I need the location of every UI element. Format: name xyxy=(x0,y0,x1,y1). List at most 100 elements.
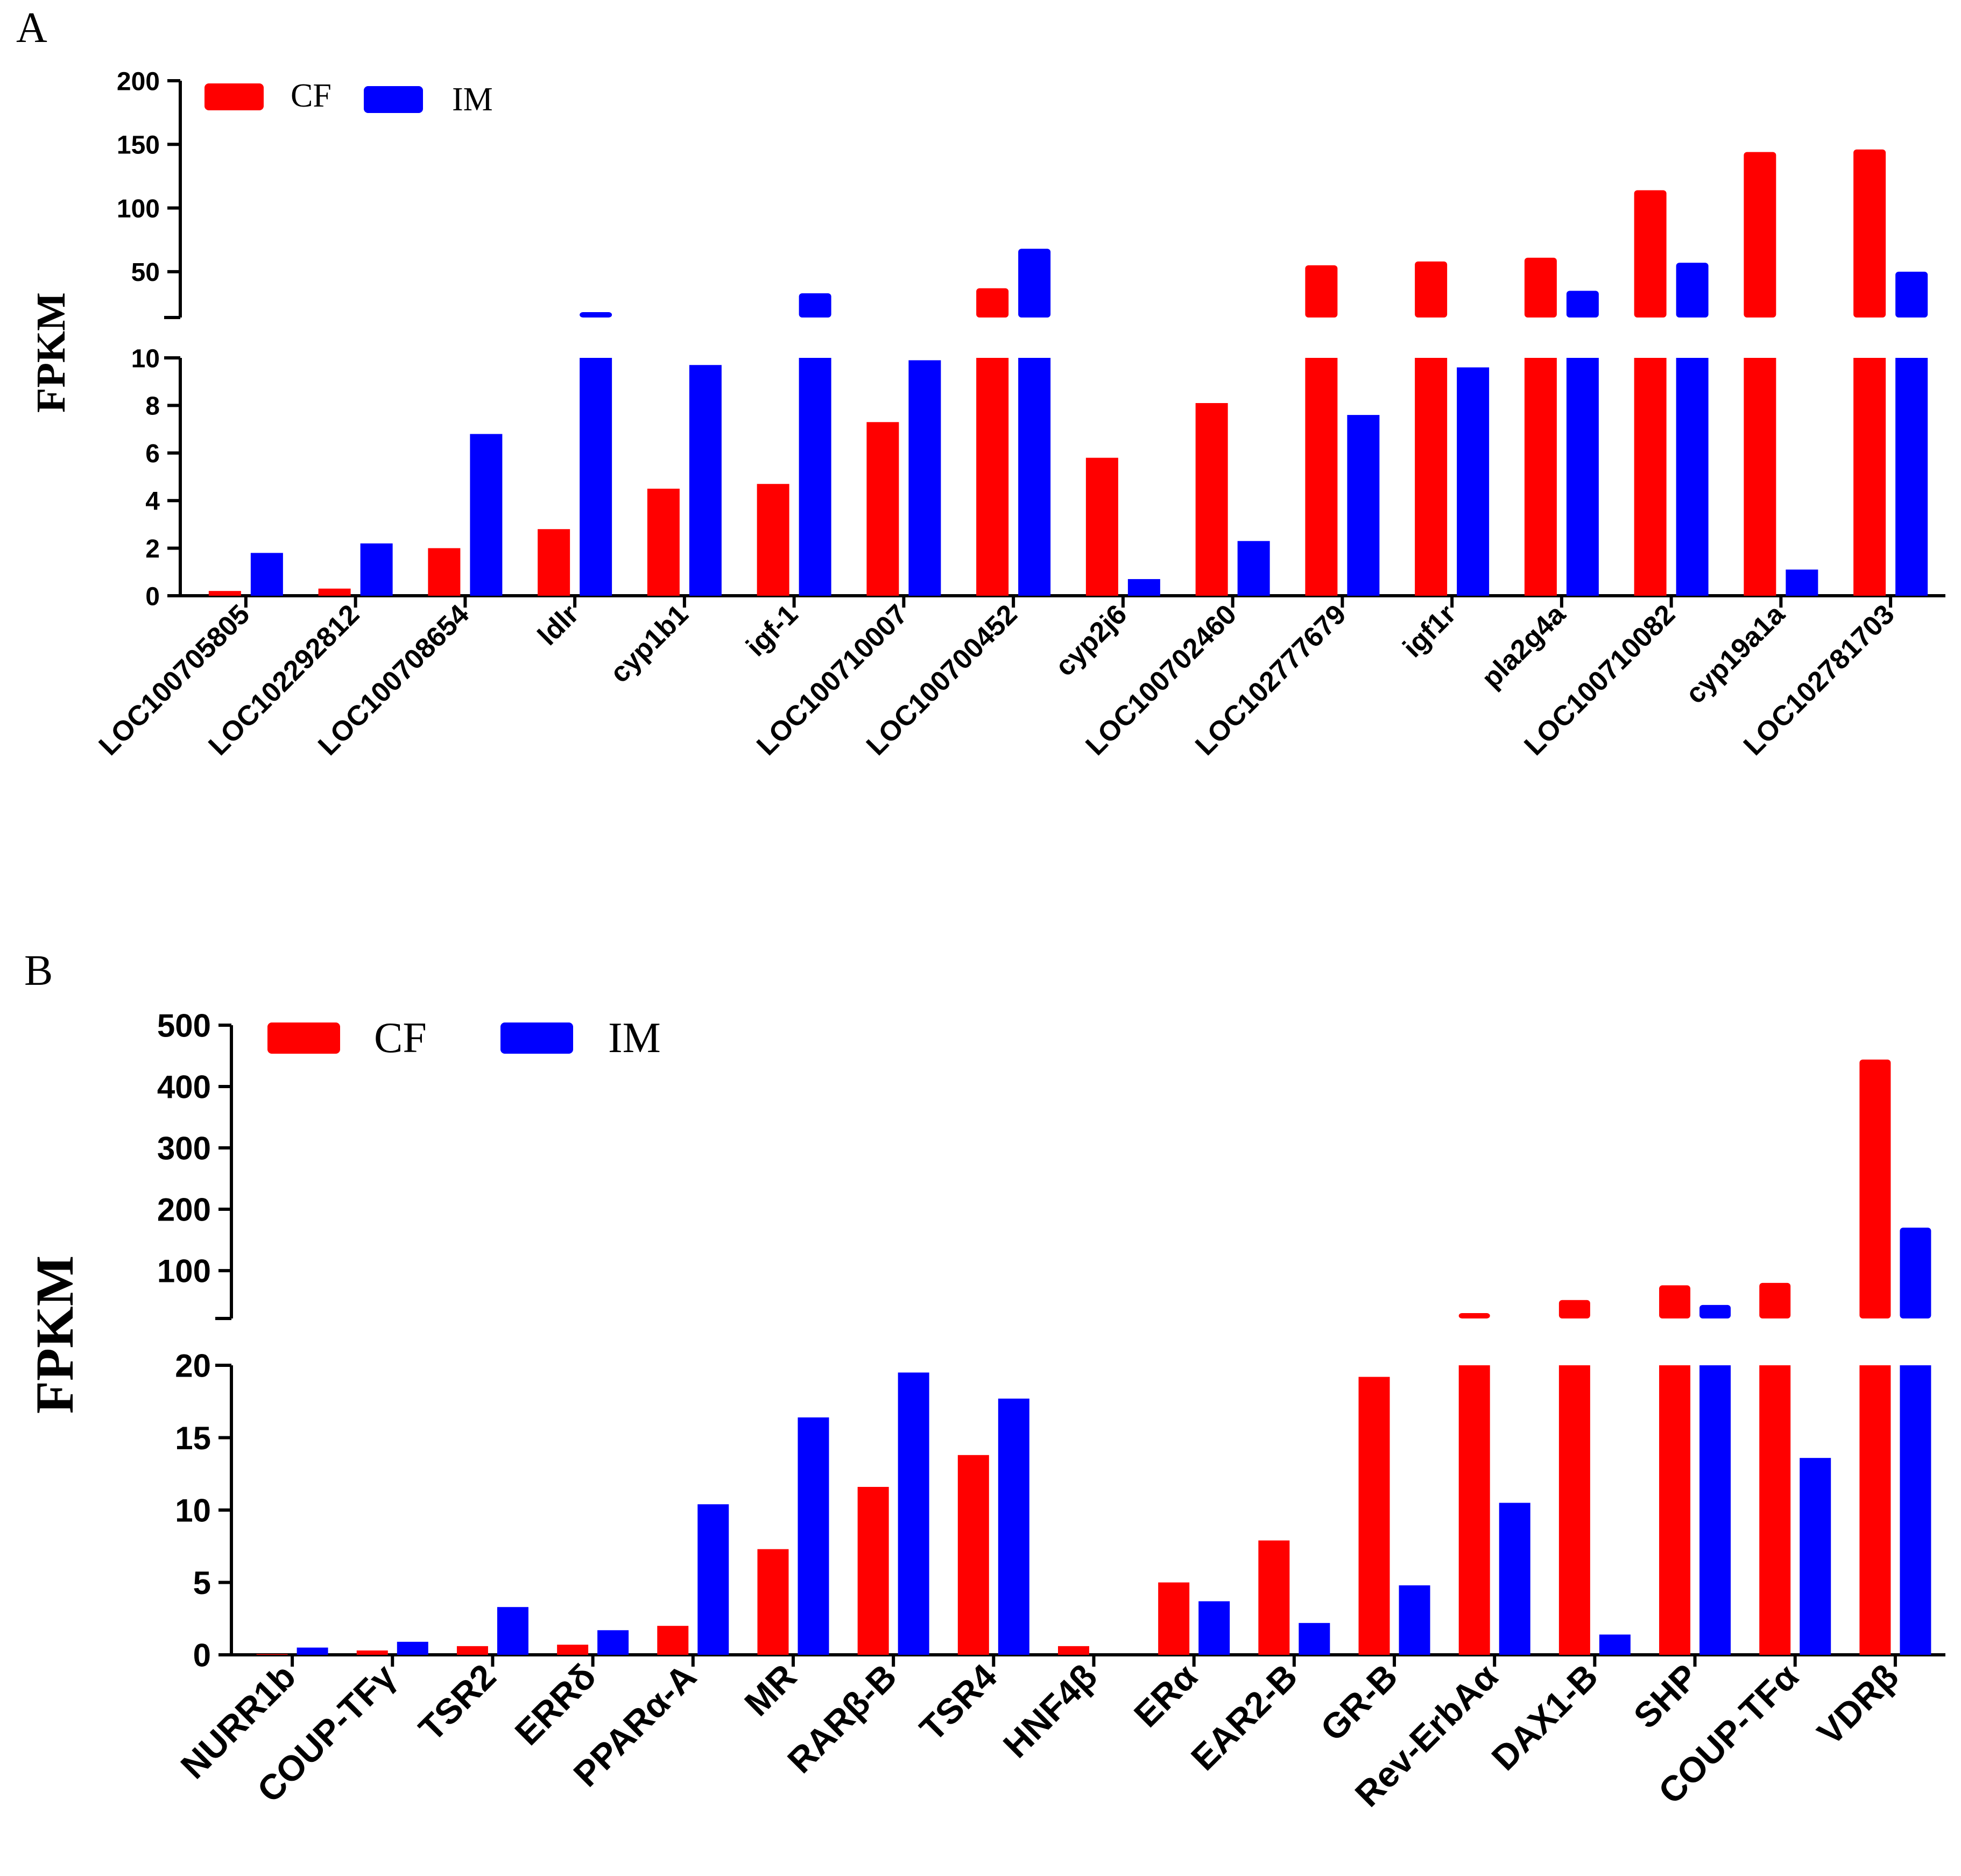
bar-cf-1 xyxy=(318,588,351,596)
panel-b-bars xyxy=(256,1059,1931,1655)
bar-cf-11-upper xyxy=(1415,261,1448,318)
y-tick-label: 400 xyxy=(157,1069,211,1105)
y-tick-label: 0 xyxy=(193,1638,211,1674)
bar-im-2 xyxy=(470,434,503,596)
y-tick-label: 100 xyxy=(157,1253,211,1289)
bar-cf-7-lower xyxy=(976,358,1009,596)
y-tick-label: 2 xyxy=(145,535,160,563)
bar-cf-9 xyxy=(1195,403,1228,596)
bar-im-11 xyxy=(1399,1585,1430,1655)
bar-im-15-upper xyxy=(1895,271,1928,318)
category-label: ERα xyxy=(1126,1656,1205,1735)
panel-b-legend-cf-label: CF xyxy=(374,1014,427,1062)
y-tick-label: 5 xyxy=(193,1565,211,1601)
bar-im-3-lower xyxy=(580,358,612,596)
bar-cf-15-lower xyxy=(1853,358,1886,596)
bar-im-7-upper xyxy=(1018,249,1051,318)
category-label: HNF4β xyxy=(996,1656,1105,1766)
panel-a-letter: A xyxy=(16,4,47,52)
y-tick-label: 500 xyxy=(157,1008,211,1044)
panel-b: B FPKM CF IM 0 5 10 15 20 100 200 300 400 500 NUR… xyxy=(24,947,1945,1814)
bar-cf-7 xyxy=(957,1455,989,1655)
bar-cf-1 xyxy=(356,1650,388,1655)
y-tick-label: 15 xyxy=(175,1420,211,1456)
bar-cf-2 xyxy=(428,548,461,596)
category-label: TSR2 xyxy=(411,1656,504,1749)
y-tick-label: 10 xyxy=(131,344,160,373)
category-label: ldlr xyxy=(532,598,584,651)
bar-im-3 xyxy=(597,1630,629,1655)
bar-cf-5 xyxy=(757,484,789,596)
bar-im-16-lower xyxy=(1900,1365,1931,1655)
bar-cf-10-lower xyxy=(1305,358,1338,596)
bar-im-0 xyxy=(250,553,283,596)
category-label: cyp1b1 xyxy=(604,598,695,689)
category-label: RARβ-B xyxy=(780,1656,904,1781)
y-tick-label: 20 xyxy=(175,1348,211,1384)
bar-cf-7-upper xyxy=(976,288,1009,318)
bar-cf-13-upper xyxy=(1558,1300,1590,1318)
bar-cf-6 xyxy=(857,1486,889,1655)
bar-im-12-upper xyxy=(1566,291,1599,318)
panel-a-legend-cf-label: CF xyxy=(291,77,331,114)
bar-cf-13-lower xyxy=(1558,1365,1590,1655)
bar-im-1 xyxy=(360,543,393,596)
bar-im-9 xyxy=(1198,1601,1230,1655)
bar-im-7 xyxy=(998,1398,1029,1655)
panel-a-tick-labels: 0 2 4 6 8 10 50 100 150 200 xyxy=(117,67,160,611)
bar-cf-16-upper xyxy=(1859,1059,1891,1318)
bar-im-6 xyxy=(898,1372,929,1655)
bar-cf-6 xyxy=(866,422,899,596)
y-tick-label: 200 xyxy=(117,67,160,96)
bar-im-12 xyxy=(1499,1503,1530,1655)
bar-cf-4 xyxy=(647,489,680,596)
bar-im-5-lower xyxy=(799,358,831,596)
category-label: igf-1 xyxy=(740,598,804,662)
panel-a-bars xyxy=(208,149,1928,596)
y-tick-label: 0 xyxy=(145,582,160,611)
bar-im-14-lower xyxy=(1699,1365,1731,1655)
bar-im-13-lower xyxy=(1676,358,1709,596)
bar-im-16-upper xyxy=(1900,1228,1931,1318)
bar-im-10 xyxy=(1299,1623,1330,1655)
category-label: ERRδ xyxy=(507,1656,603,1753)
bar-im-15-lower xyxy=(1895,358,1928,596)
bar-cf-11 xyxy=(1358,1377,1390,1655)
bar-cf-11-lower xyxy=(1415,358,1448,596)
y-tick-label: 10 xyxy=(175,1493,211,1529)
y-tick-label: 8 xyxy=(145,392,160,421)
bar-im-6 xyxy=(908,360,941,596)
category-label: igf1r xyxy=(1397,598,1462,664)
category-label: GR-B xyxy=(1313,1656,1405,1749)
bar-cf-2 xyxy=(456,1646,488,1655)
category-label: TSR4 xyxy=(912,1656,1005,1748)
bar-cf-4 xyxy=(657,1626,689,1655)
y-tick-label: 200 xyxy=(157,1192,211,1228)
panel-a-ylabel: FPKM xyxy=(29,292,74,413)
panel-b-legend-im-swatch xyxy=(500,1022,573,1054)
bar-cf-0 xyxy=(256,1654,288,1655)
bar-cf-12-upper xyxy=(1524,257,1557,318)
bar-cf-8 xyxy=(1085,457,1118,596)
bar-cf-8 xyxy=(1058,1646,1089,1655)
bar-cf-13-lower xyxy=(1634,358,1667,596)
bar-cf-12-upper xyxy=(1458,1313,1490,1318)
panel-a-legend-im-swatch xyxy=(364,86,423,113)
category-label: cyp2j6 xyxy=(1049,598,1133,682)
y-tick-label: 6 xyxy=(145,440,160,468)
bar-cf-9 xyxy=(1158,1582,1190,1655)
bar-cf-3 xyxy=(557,1645,589,1655)
panel-a: A FPKM CF IM 0 2 4 6 8 10 50 100 150 200 LOC10070… xyxy=(16,4,1945,761)
bar-im-15 xyxy=(1800,1458,1831,1655)
bar-im-3-upper xyxy=(580,312,612,318)
panel-b-tick-labels: 0 5 10 15 20 100 200 300 400 500 xyxy=(157,1008,211,1674)
panel-a-legend-im-label: IM xyxy=(452,81,493,118)
bar-cf-14-lower xyxy=(1744,358,1776,596)
bar-cf-14-lower xyxy=(1659,1365,1691,1655)
bar-im-12-lower xyxy=(1566,358,1599,596)
category-label: DAX1-B xyxy=(1484,1656,1605,1778)
category-label: pla2g4a xyxy=(1476,598,1572,695)
